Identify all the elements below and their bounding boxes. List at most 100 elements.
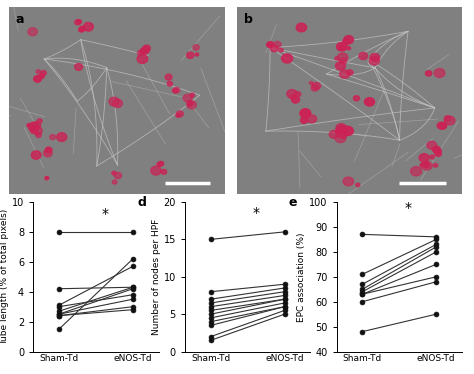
Circle shape [114,172,121,179]
Circle shape [433,163,438,167]
Y-axis label: EPC association (%): EPC association (%) [297,232,306,322]
Circle shape [311,85,319,91]
Circle shape [312,83,320,89]
Circle shape [139,49,146,54]
Circle shape [143,45,150,51]
Circle shape [274,42,281,47]
Circle shape [113,99,122,108]
Circle shape [37,119,42,123]
Circle shape [112,180,117,184]
Circle shape [295,92,301,97]
Circle shape [176,111,183,117]
Circle shape [340,58,347,64]
Circle shape [193,45,199,50]
Circle shape [292,96,300,103]
Circle shape [39,74,45,79]
Circle shape [290,95,295,99]
Circle shape [57,133,67,141]
Circle shape [354,96,360,101]
Circle shape [419,154,429,162]
Circle shape [340,70,350,79]
Circle shape [268,42,273,46]
Circle shape [183,94,192,102]
Text: a: a [16,13,25,26]
Circle shape [420,163,424,167]
Text: d: d [137,196,146,209]
Circle shape [36,70,40,74]
Circle shape [347,47,351,50]
Text: b: b [244,13,253,26]
Circle shape [435,151,441,156]
Circle shape [176,113,180,117]
Circle shape [45,177,49,180]
Circle shape [436,149,441,154]
Circle shape [27,123,31,127]
Circle shape [141,47,149,53]
Circle shape [80,26,85,31]
Circle shape [426,71,432,76]
Circle shape [28,28,37,36]
Circle shape [282,54,292,63]
Circle shape [338,132,346,138]
Circle shape [151,166,161,175]
Circle shape [296,23,307,32]
Circle shape [335,57,339,60]
Circle shape [266,42,273,48]
Circle shape [342,126,353,135]
Circle shape [167,82,173,86]
Circle shape [437,122,445,129]
Circle shape [336,124,346,132]
Circle shape [157,162,162,166]
Circle shape [44,150,52,157]
Circle shape [307,115,317,123]
Circle shape [36,133,41,138]
Circle shape [301,117,308,123]
Text: *: * [405,201,412,215]
Circle shape [421,161,432,170]
Circle shape [41,71,46,76]
Circle shape [339,45,345,50]
Circle shape [112,171,116,175]
Circle shape [329,131,338,138]
Circle shape [343,39,350,45]
Circle shape [365,98,374,106]
Circle shape [336,62,346,70]
Circle shape [337,126,347,134]
Circle shape [343,177,354,186]
Circle shape [173,87,180,93]
Circle shape [356,183,360,187]
Circle shape [31,151,41,159]
Circle shape [427,141,437,149]
Y-axis label: Tube length (% of total pixels): Tube length (% of total pixels) [0,209,9,345]
Circle shape [287,90,297,98]
Circle shape [432,146,440,153]
Circle shape [190,93,194,97]
Circle shape [410,166,422,176]
Circle shape [310,82,313,85]
Circle shape [74,19,81,25]
Circle shape [335,129,341,134]
Circle shape [444,116,451,121]
Circle shape [109,97,119,106]
Circle shape [430,155,435,159]
Circle shape [344,36,354,44]
Circle shape [50,135,55,140]
Circle shape [434,150,439,154]
Text: e: e [289,196,297,209]
Circle shape [158,161,164,166]
Circle shape [370,53,380,61]
Circle shape [28,123,38,131]
Circle shape [173,89,178,93]
Circle shape [300,109,311,118]
Circle shape [30,126,38,134]
Circle shape [195,53,199,56]
Circle shape [369,56,379,65]
Circle shape [279,49,283,52]
Circle shape [445,116,455,125]
Circle shape [346,70,353,75]
Circle shape [33,126,42,135]
Y-axis label: Number of nodes per HPF: Number of nodes per HPF [152,219,161,335]
Circle shape [46,147,52,153]
Circle shape [335,134,346,142]
Circle shape [137,51,142,55]
